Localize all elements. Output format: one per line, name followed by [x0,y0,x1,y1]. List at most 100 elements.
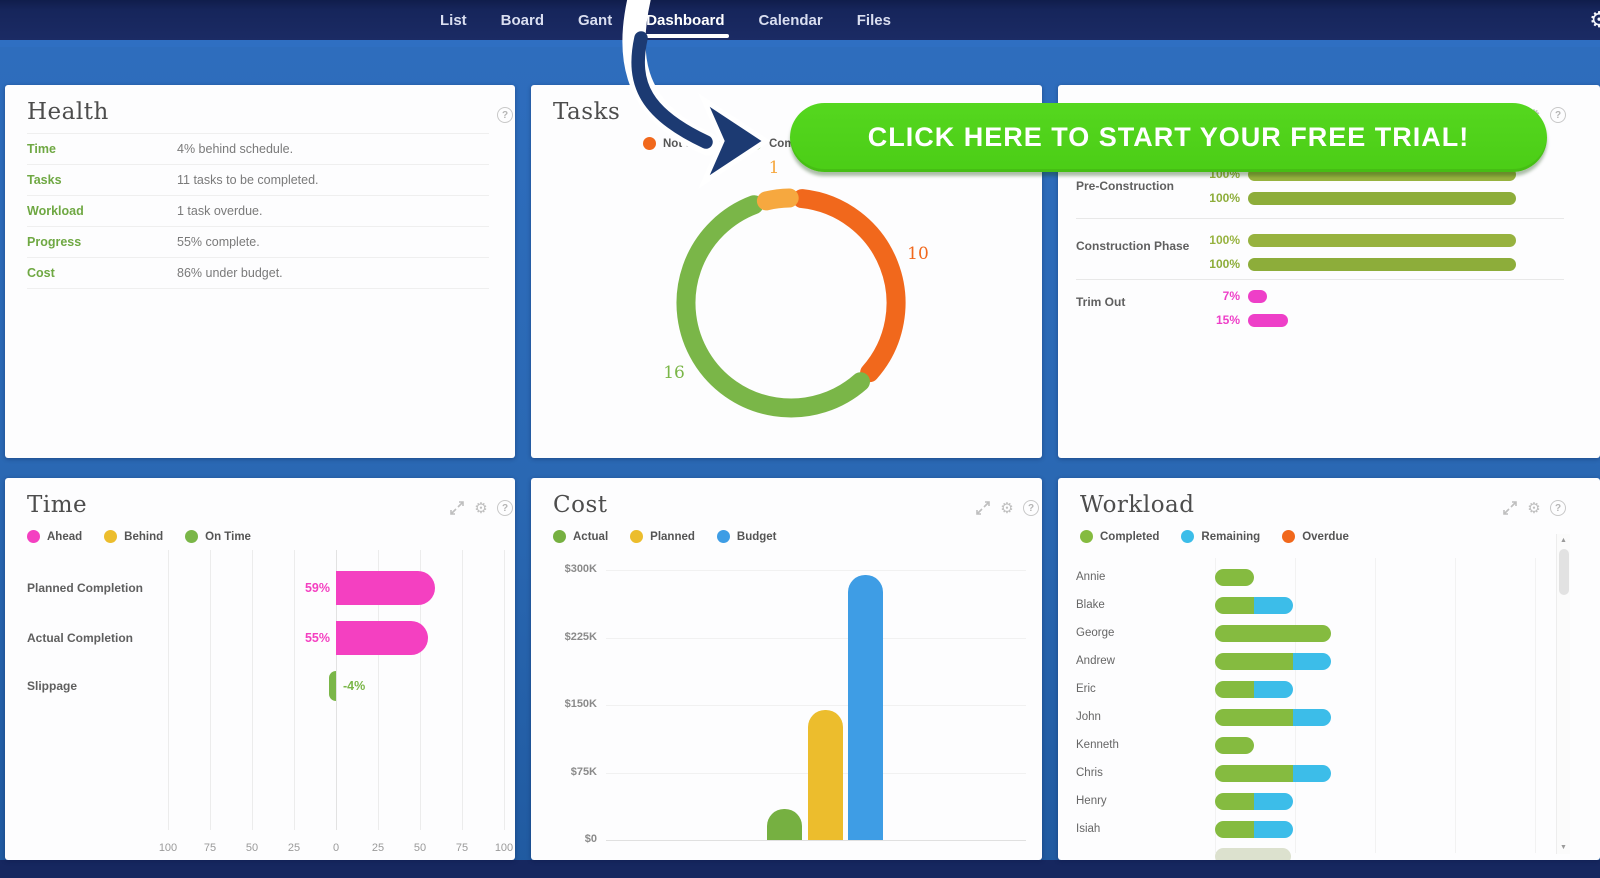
expand-icon[interactable] [975,500,991,516]
legend-dot-icon [185,530,199,543]
workload-bar-remaining[interactable] [1253,792,1293,810]
gear-icon[interactable]: ⚙ [1000,499,1014,517]
workload-name-label: Blake [1076,599,1105,611]
cost-card: Cost ⚙ ? Actual Planned Budget $0 $75K $150K… [531,478,1042,860]
legend-label: Ahead [47,530,83,543]
axis-tick-label: $300K [564,563,597,575]
card-header-icons: ⚙ ? [443,500,513,516]
workload-bar-completed[interactable] [1215,736,1254,754]
workload-bar-remaining[interactable] [1253,680,1293,698]
gear-icon[interactable]: ⚙ [474,499,488,517]
gridline [294,550,295,830]
nav-tab-gant[interactable]: Gant [578,11,613,29]
workload-bar-completed[interactable] [1215,624,1332,642]
health-row-value: 4% behind schedule. [177,142,294,156]
workload-bar-remaining[interactable] [1292,764,1332,782]
gear-icon[interactable]: ⚙ [1527,499,1541,517]
workload-name-label: George [1076,627,1115,639]
health-row-label: Time [27,142,56,156]
workload-bar-completed[interactable] [1215,680,1254,698]
scroll-up-icon[interactable]: ▲ [1560,537,1567,544]
time-bar[interactable] [329,671,336,701]
gear-icon[interactable]: ⚙ [1589,7,1600,32]
legend-label: Planned [650,530,695,543]
cost-bar[interactable] [767,808,802,840]
bar-row-label: Slippage [27,679,78,693]
workload-bar-completed[interactable] [1215,652,1293,670]
help-icon[interactable]: ? [1023,500,1039,516]
health-row: Tasks 11 tasks to be completed. [27,165,489,196]
scroll-thumb[interactable] [1558,549,1569,595]
phase-bar[interactable] [1248,234,1516,247]
donut-segment[interactable] [676,195,870,418]
nav-tab-board[interactable]: Board [500,11,545,29]
phase-pct-label: 7% [1222,289,1240,303]
card-header-icons: ⚙ ? [1496,500,1566,516]
gridline [606,637,1026,639]
cost-bar[interactable] [807,709,843,840]
workload-bar-remaining[interactable] [1292,652,1332,670]
workload-bar-completed[interactable] [1215,568,1254,586]
axis-tick-label: 50 [413,842,427,854]
workload-card: Workload ⚙ ? Completed Remaining Overdue A… [1058,478,1600,860]
gridline [462,550,463,830]
health-row-value: 55% complete. [177,235,260,249]
nav-tab-files[interactable]: Files [856,11,891,29]
legend-label: Not Started [663,137,725,150]
legend-dot-icon [1181,530,1195,543]
legend-item: Planned [630,530,695,543]
donut-segment[interactable] [792,189,906,383]
workload-bar-completed[interactable] [1215,708,1293,726]
workload-bar-completed[interactable] [1215,820,1254,838]
legend-label: Completed [1100,530,1160,543]
phase-bar[interactable] [1248,192,1516,205]
help-icon[interactable]: ? [497,500,513,516]
phase-bar[interactable] [1248,314,1289,327]
legend-label: On Time [205,530,251,543]
gridline [378,550,379,830]
donut-segment[interactable] [756,188,799,211]
tasks-donut-chart: 10 16 1 [663,158,929,418]
nav-tab-list[interactable]: List [440,11,467,29]
donut-value-label: 16 [663,363,685,383]
phase-bar[interactable] [1248,258,1516,271]
legend-label: Overdue [1302,530,1349,543]
expand-icon[interactable] [449,500,465,516]
row-divider [1076,218,1564,219]
phase-bar[interactable] [1248,290,1267,303]
nav-tab-dashboard[interactable]: Dashboard [642,0,729,40]
help-icon[interactable]: ? [497,107,513,123]
help-icon[interactable]: ? [1550,107,1566,123]
nav-tab-calendar[interactable]: Calendar [758,11,823,29]
scroll-down-icon[interactable]: ▼ [1560,844,1567,851]
health-row-label: Tasks [27,173,62,187]
card-header-icons: ? [443,107,513,123]
axis-tick-label: $0 [584,833,597,845]
help-icon[interactable]: ? [1550,500,1566,516]
workload-bar-completed[interactable] [1215,792,1254,810]
expand-icon[interactable] [1502,500,1518,516]
bar-value-label: -4% [343,679,366,693]
legend-item: Actual [553,530,608,543]
workload-bar-remaining[interactable] [1253,820,1293,838]
axis-tick-label: 75 [203,842,217,854]
phase-pct-label: 100% [1209,257,1240,271]
workload-bar-completed[interactable] [1215,596,1254,614]
legend-item: Completed [1080,530,1159,543]
gridline [1535,558,1536,853]
workload-bar-remaining[interactable] [1253,596,1293,614]
phase-pct-label: 100% [1209,233,1240,247]
workload-bar-completed[interactable] [1215,764,1293,782]
time-bar[interactable] [336,571,436,605]
legend-dot-icon [104,530,118,543]
scrollbar[interactable]: ▲ ▼ [1556,534,1570,854]
card-title-workload: Workload [1080,492,1195,518]
gridline [1215,558,1216,853]
workload-bar-remaining[interactable] [1292,708,1332,726]
cost-legend: Actual Planned Budget [553,530,777,543]
cost-bar[interactable] [848,574,883,840]
start-free-trial-button[interactable]: CLICK HERE TO START YOUR FREE TRIAL! [790,103,1547,172]
health-row-value: 11 tasks to be completed. [177,173,319,187]
time-bar[interactable] [336,621,429,655]
